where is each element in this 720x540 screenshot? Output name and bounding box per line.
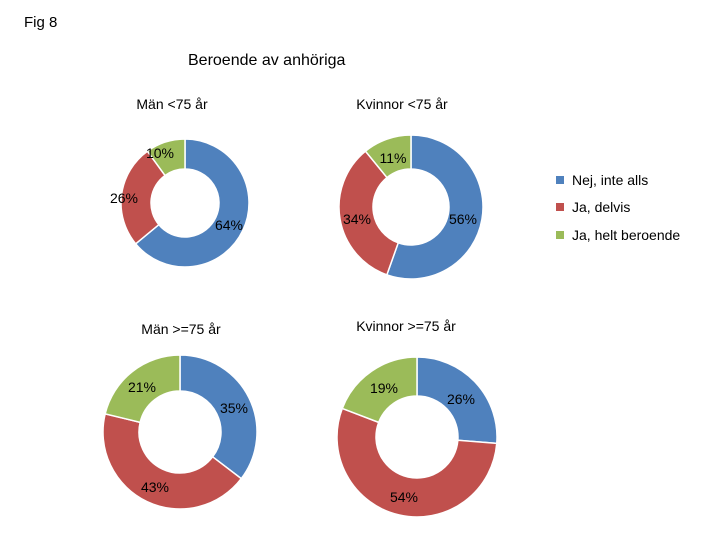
- figure-label: Fig 8: [24, 14, 58, 31]
- slice-nej-inte-alls: [416, 356, 498, 445]
- legend-label-helt: Ja, helt beroende: [572, 227, 681, 243]
- slice-ja-delvis: [338, 150, 400, 276]
- data-label-nej-inte-alls: 56%: [449, 211, 477, 227]
- legend-swatch-delvis: [556, 203, 564, 211]
- slice-ja-helt-beroende: [104, 354, 181, 424]
- data-label-ja-delvis: 34%: [343, 211, 371, 227]
- donut-chart-1: Män <75 år 64% 26% 10%: [110, 96, 250, 268]
- data-label-ja-helt-beroende: 10%: [146, 145, 174, 161]
- data-label-ja-delvis: 43%: [141, 479, 169, 495]
- slice-nej-inte-alls: [134, 138, 250, 268]
- donut-title: Män >=75 år: [141, 321, 221, 337]
- slice-ja-delvis: [102, 412, 243, 510]
- legend-item-nej: Nej, inte alls: [556, 172, 648, 188]
- donut-chart-4: Kvinnor >=75 år 26% 54% 19%: [336, 318, 498, 518]
- legend-label-delvis: Ja, delvis: [572, 199, 631, 215]
- slice-nej-inte-alls: [179, 354, 258, 480]
- legend-item-helt: Ja, helt beroende: [556, 227, 680, 243]
- slice-ja-delvis: [336, 407, 498, 518]
- legend-swatch-helt: [556, 231, 564, 239]
- data-label-ja-helt-beroende: 11%: [380, 150, 407, 166]
- donut-title: Kvinnor <75 år: [356, 96, 448, 112]
- slice-ja-helt-beroende: [364, 134, 412, 179]
- slice-nej-inte-alls: [385, 134, 484, 280]
- legend-swatch-nej: [556, 176, 564, 184]
- data-label-ja-delvis: 26%: [110, 190, 138, 206]
- donut-chart-2: Kvinnor <75 år 56% 34% 11%: [338, 96, 484, 280]
- chart-title: Beroende av anhöriga: [188, 52, 346, 69]
- legend-item-delvis: Ja, delvis: [556, 199, 630, 215]
- data-label-nej-inte-alls: 26%: [447, 391, 475, 407]
- donut-title: Kvinnor >=75 år: [356, 318, 456, 334]
- slice-ja-helt-beroende: [146, 138, 186, 177]
- donut-title: Män <75 år: [136, 96, 208, 112]
- data-label-nej-inte-alls: 64%: [215, 217, 243, 233]
- slice-ja-helt-beroende: [341, 356, 418, 424]
- data-label-nej-inte-alls: 35%: [220, 400, 248, 416]
- data-label-ja-helt-beroende: 21%: [128, 379, 156, 395]
- legend-label-nej: Nej, inte alls: [572, 172, 649, 188]
- data-label-ja-delvis: 54%: [390, 489, 418, 505]
- donut-chart-3: Män >=75 år 35% 43% 21%: [102, 321, 258, 510]
- data-label-ja-helt-beroende: 19%: [370, 380, 398, 396]
